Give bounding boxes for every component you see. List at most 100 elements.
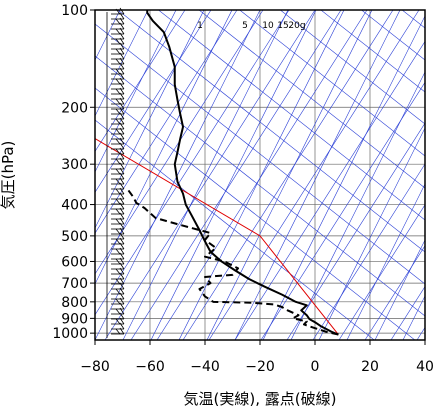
wind-barb-flag bbox=[115, 118, 121, 125]
wind-barb-flag bbox=[115, 238, 121, 245]
wind-barb-flag bbox=[115, 228, 121, 235]
wind-barb-flag bbox=[119, 37, 125, 45]
wind-barb-flag bbox=[119, 132, 125, 140]
wind-barb-flag bbox=[119, 57, 125, 65]
guide-line bbox=[95, 138, 339, 335]
wind-barb-flag bbox=[119, 152, 125, 160]
wind-barb-flag bbox=[119, 52, 125, 60]
wind-barb-flag bbox=[119, 247, 125, 255]
wind-barb-flag bbox=[119, 237, 125, 245]
adiabat-line bbox=[95, 87, 416, 340]
wind-barb-flag bbox=[115, 158, 121, 165]
mixing-ratio-label: 1 bbox=[197, 21, 203, 31]
wind-barb-flag bbox=[115, 138, 121, 145]
isotherm-line bbox=[0, 0, 357, 340]
isotherm-line bbox=[95, 10, 233, 285]
wind-barb-flag bbox=[119, 157, 125, 165]
isotherm-line bbox=[0, 0, 301, 340]
mixing-ratio-line bbox=[95, 10, 212, 193]
isotherm-line bbox=[95, 10, 121, 61]
mixing-ratio-line bbox=[104, 10, 316, 340]
guide-line-layer bbox=[95, 138, 339, 335]
wind-barb-flag bbox=[115, 98, 121, 105]
adiabat-line bbox=[95, 23, 425, 285]
wind-barb-flag bbox=[119, 62, 125, 70]
mixing-ratio-line bbox=[95, 10, 186, 152]
adiabat-line bbox=[117, 10, 425, 253]
wind-barb-flag bbox=[115, 268, 121, 275]
wind-barb-flag bbox=[115, 278, 121, 285]
wind-barb-flag bbox=[119, 137, 125, 145]
wind-barb-flag bbox=[119, 122, 125, 130]
wind-barb-flag bbox=[119, 327, 125, 335]
wind-barb-flag bbox=[119, 217, 125, 225]
wind-barb-flag bbox=[119, 87, 125, 95]
adiabat-line bbox=[95, 119, 375, 340]
isotherm-line bbox=[122, 10, 289, 340]
wind-barb-flag bbox=[119, 242, 125, 250]
adiabat-line bbox=[198, 10, 425, 189]
isotherm-line bbox=[206, 10, 373, 340]
mixing-ratio-line bbox=[260, 81, 425, 340]
isotherm-line bbox=[346, 183, 425, 340]
mixing-ratio-line bbox=[364, 245, 425, 340]
wind-barb-flag bbox=[119, 7, 125, 15]
y-tick-label: 400 bbox=[61, 198, 88, 214]
y-tick-label: 1000 bbox=[52, 326, 88, 342]
wind-barb-flag bbox=[119, 322, 125, 330]
wind-barb-flag bbox=[119, 277, 125, 285]
wind-barb-flag bbox=[119, 297, 125, 305]
wind-barb-flag bbox=[119, 232, 125, 240]
y-tick-label: 800 bbox=[61, 295, 88, 311]
x-tick-label: −20 bbox=[245, 359, 275, 375]
y-tick-label: 700 bbox=[61, 276, 88, 292]
wind-barb-flag bbox=[119, 182, 125, 190]
wind-barb-flag bbox=[115, 88, 121, 95]
wind-barb-flag bbox=[119, 72, 125, 80]
wind-barb-flag bbox=[119, 222, 125, 230]
mixing-ratio-label: 20g bbox=[288, 21, 305, 31]
wind-barb-flag bbox=[119, 127, 125, 135]
isotherm-line bbox=[150, 10, 317, 340]
wind-barb-flag bbox=[119, 147, 125, 155]
wind-barb-flag bbox=[115, 48, 121, 55]
mixing-ratio-line bbox=[130, 10, 342, 340]
mixing-ratio-label: 5 bbox=[242, 21, 248, 31]
adiabat-line bbox=[320, 10, 425, 93]
wind-barb-flag bbox=[119, 27, 125, 35]
wind-barb-flag bbox=[119, 77, 125, 85]
wind-barb-flag bbox=[115, 258, 121, 265]
wind-barb-flag bbox=[115, 198, 121, 205]
x-tick-label: −60 bbox=[135, 359, 165, 375]
mixing-ratio-label: 10 bbox=[262, 21, 274, 31]
isotherm-line bbox=[262, 15, 425, 340]
wind-barb-flag bbox=[115, 58, 121, 65]
isotherm-line bbox=[0, 0, 273, 340]
wind-barb-flag bbox=[119, 262, 125, 270]
isotherm-line bbox=[290, 71, 425, 340]
wind-barb-flag bbox=[119, 107, 125, 115]
wind-barb-flag bbox=[119, 162, 125, 170]
mixing-ratio-line bbox=[390, 286, 425, 340]
wind-barb-flag bbox=[119, 287, 125, 295]
y-tick-label: 300 bbox=[61, 157, 88, 173]
wind-barb-flag bbox=[115, 188, 121, 195]
wind-barb-flag bbox=[119, 142, 125, 150]
grid-layer bbox=[95, 10, 425, 340]
wind-barb-flag bbox=[119, 167, 125, 175]
wind-barb-flag bbox=[119, 47, 125, 55]
wind-barb-flag bbox=[119, 227, 125, 235]
mixing-ratio-line bbox=[182, 10, 394, 340]
x-axis-title: 気温(実線), 露点(破線) bbox=[184, 390, 337, 408]
wind-barb-flag bbox=[119, 312, 125, 320]
isotherm-line bbox=[234, 10, 401, 340]
wind-barb-flag bbox=[119, 17, 125, 25]
wind-barb-flag bbox=[119, 192, 125, 200]
adiabat-line bbox=[361, 10, 425, 61]
wind-barb-flag bbox=[119, 172, 125, 180]
isotherm-line bbox=[178, 10, 345, 340]
wind-barb-flag bbox=[119, 22, 125, 30]
mixing-ratio-line bbox=[416, 326, 425, 340]
wind-barb-flag bbox=[115, 18, 121, 25]
